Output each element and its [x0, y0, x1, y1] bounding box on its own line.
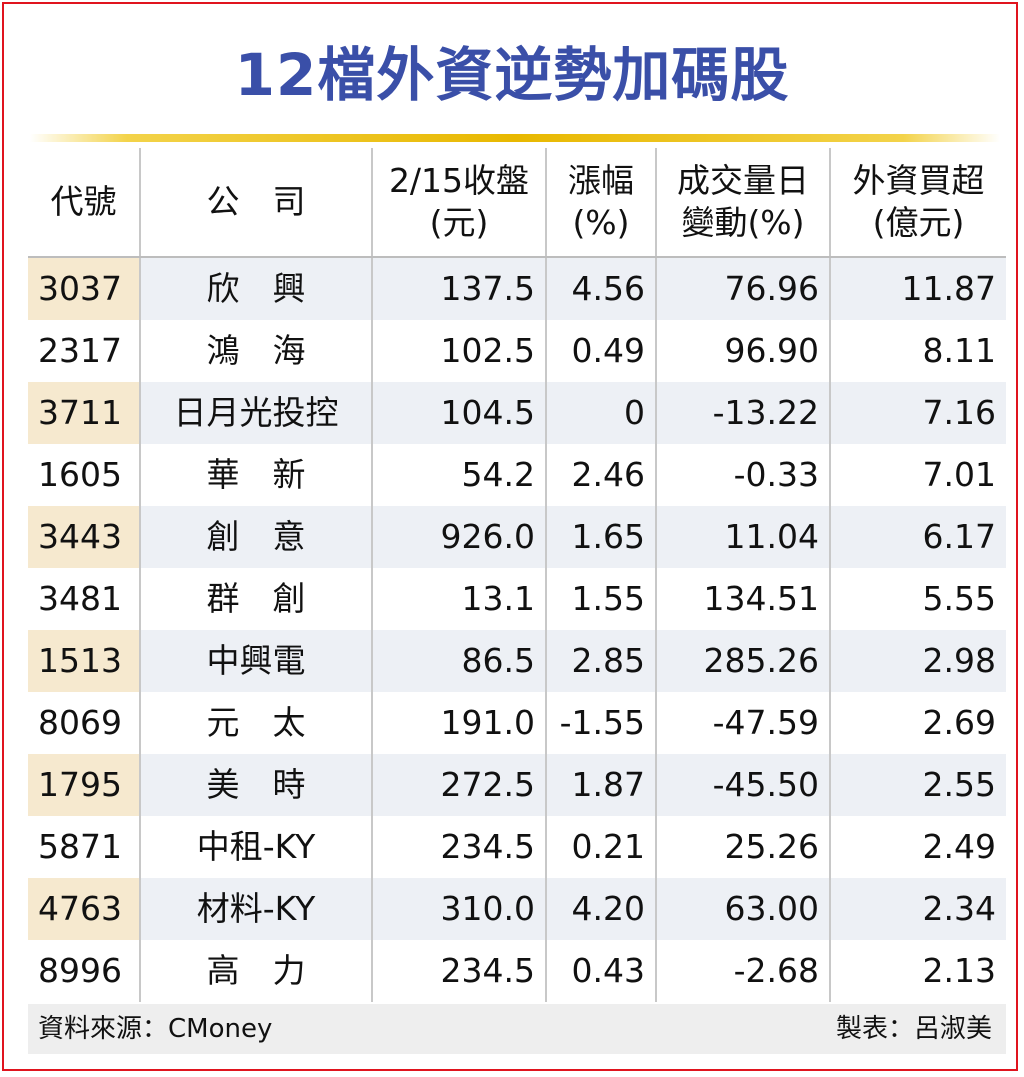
foreign-net-buy: 2.34 [829, 878, 1006, 940]
close-price: 54.2 [371, 444, 546, 506]
header-company: 公 司 [139, 148, 372, 258]
table-row: 1513 中興電 86.5 2.85 285.26 2.98 [28, 630, 1006, 692]
close-price: 272.5 [371, 754, 546, 816]
stock-code: 3443 [28, 506, 140, 568]
title-divider [30, 134, 1000, 142]
company-name: 美 時 [139, 754, 372, 816]
footer-bar: 資料來源：CMoney 製表：呂淑美 [28, 1004, 1006, 1054]
change-percent: 4.20 [545, 878, 656, 940]
table-row: 2317 鴻 海 102.5 0.49 96.90 8.11 [28, 320, 1006, 382]
stock-code: 1795 [28, 754, 140, 816]
table-row: 5871 中租-KY 234.5 0.21 25.26 2.49 [28, 816, 1006, 878]
company-name: 中興電 [139, 630, 372, 692]
table-row: 3711 日月光投控 104.5 0 -13.22 7.16 [28, 382, 1006, 444]
table-row: 4763 材料-KY 310.0 4.20 63.00 2.34 [28, 878, 1006, 940]
close-price: 137.5 [371, 257, 546, 320]
stock-code: 5871 [38, 827, 122, 866]
header-change: 漲幅 (%) [545, 148, 656, 258]
header-code: 代號 [28, 148, 140, 258]
stock-code: 2317 [38, 331, 122, 370]
foreign-net-buy: 8.11 [829, 320, 1006, 382]
foreign-net-buy: 2.55 [829, 754, 1006, 816]
volume-change: 25.26 [655, 816, 830, 878]
header-volume: 成交量日 變動(%) [655, 148, 830, 258]
table-row: 1795 美 時 272.5 1.87 -45.50 2.55 [28, 754, 1006, 816]
volume-change: 11.04 [655, 506, 830, 568]
volume-change: -45.50 [655, 754, 830, 816]
table-row: 8069 元 太 191.0 -1.55 -47.59 2.69 [28, 692, 1006, 754]
maker-note: 製表：呂淑美 [835, 1014, 992, 1044]
volume-change: 76.96 [655, 257, 830, 320]
volume-change: -2.68 [655, 940, 830, 1002]
header-close: 2/15收盤 (元) [371, 148, 546, 258]
change-percent: 0.43 [545, 940, 656, 1002]
company-name: 華 新 [139, 444, 372, 506]
close-price: 310.0 [371, 878, 546, 940]
company-name: 中租-KY [139, 816, 372, 878]
stock-code: 4763 [28, 878, 140, 940]
change-percent: 1.87 [545, 754, 656, 816]
company-name: 鴻 海 [139, 320, 372, 382]
volume-change: 134.51 [655, 568, 830, 630]
change-percent: 0 [545, 382, 656, 444]
foreign-net-buy: 2.98 [829, 630, 1006, 692]
change-percent: 4.56 [545, 257, 656, 320]
stock-table: 代號 公 司 2/15收盤 (元) 漲幅 (%) 成交量日 變動(%) 外資買超 (億元… [28, 148, 1006, 1002]
table-row: 3481 群 創 13.1 1.55 134.51 5.55 [28, 568, 1006, 630]
foreign-net-buy: 2.69 [829, 692, 1006, 754]
change-percent: 2.46 [545, 444, 656, 506]
volume-change: -0.33 [655, 444, 830, 506]
company-name: 高 力 [139, 940, 372, 1002]
company-name: 群 創 [139, 568, 372, 630]
close-price: 86.5 [371, 630, 546, 692]
close-price: 102.5 [371, 320, 546, 382]
stock-code: 1513 [28, 630, 140, 692]
foreign-net-buy: 2.13 [829, 940, 1006, 1002]
close-price: 13.1 [371, 568, 546, 630]
volume-change: 96.90 [655, 320, 830, 382]
change-percent: 0.21 [545, 816, 656, 878]
header-foreign: 外資買超 (億元) [829, 148, 1006, 258]
change-percent: 0.49 [545, 320, 656, 382]
foreign-net-buy: 2.49 [829, 816, 1006, 878]
change-percent: 2.85 [545, 630, 656, 692]
volume-change: 285.26 [655, 630, 830, 692]
volume-change: 63.00 [655, 878, 830, 940]
close-price: 926.0 [371, 506, 546, 568]
company-name: 創 意 [139, 506, 372, 568]
source-note: 資料來源：CMoney [38, 1014, 273, 1044]
foreign-net-buy: 7.01 [829, 444, 1006, 506]
stock-code: 3037 [28, 257, 140, 320]
company-name: 材料-KY [139, 878, 372, 940]
change-percent: 1.55 [545, 568, 656, 630]
foreign-net-buy: 5.55 [829, 568, 1006, 630]
foreign-net-buy: 7.16 [829, 382, 1006, 444]
stock-code: 3481 [38, 579, 122, 618]
stock-code: 8996 [38, 951, 122, 990]
stock-code: 1605 [38, 455, 122, 494]
volume-change: -47.59 [655, 692, 830, 754]
company-name: 欣 興 [139, 257, 372, 320]
table-row: 8996 高 力 234.5 0.43 -2.68 2.13 [28, 940, 1006, 1002]
change-percent: 1.65 [545, 506, 656, 568]
foreign-net-buy: 6.17 [829, 506, 1006, 568]
table-row: 1605 華 新 54.2 2.46 -0.33 7.01 [28, 444, 1006, 506]
volume-change: -13.22 [655, 382, 830, 444]
stock-code: 8069 [38, 703, 122, 742]
table-row: 3037 欣 興 137.5 4.56 76.96 11.87 [28, 257, 1006, 320]
company-name: 日月光投控 [139, 382, 372, 444]
foreign-net-buy: 11.87 [829, 257, 1006, 320]
close-price: 191.0 [371, 692, 546, 754]
close-price: 234.5 [371, 816, 546, 878]
header-row: 代號 公 司 2/15收盤 (元) 漲幅 (%) 成交量日 變動(%) 外資買超 (億元… [28, 148, 1006, 258]
close-price: 104.5 [371, 382, 546, 444]
company-name: 元 太 [139, 692, 372, 754]
table-row: 3443 創 意 926.0 1.65 11.04 6.17 [28, 506, 1006, 568]
change-percent: -1.55 [545, 692, 656, 754]
stock-code: 3711 [28, 382, 140, 444]
page-title: 12檔外資逆勢加碼股 [234, 41, 790, 109]
close-price: 234.5 [371, 940, 546, 1002]
